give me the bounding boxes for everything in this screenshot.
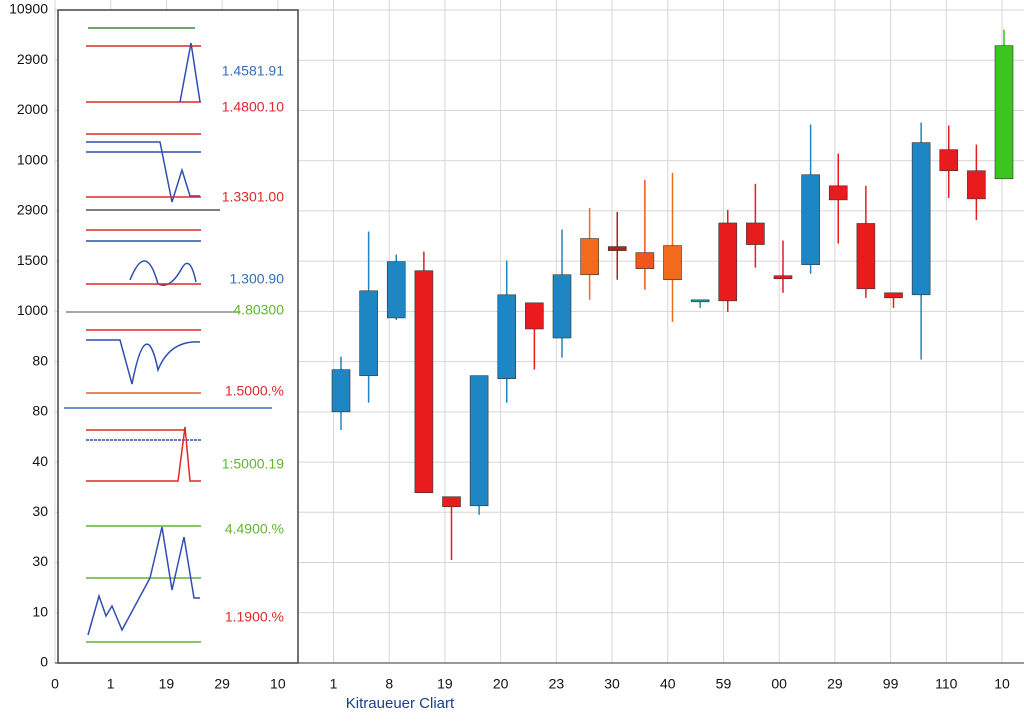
x-tick-label: 23 — [549, 676, 565, 692]
y-tick-label: 1500 — [17, 252, 48, 268]
panel-labels: 1.4581.91 1.4800.10 1.3301.00 1.300.90 4.803… — [222, 63, 285, 625]
candle-body — [386, 261, 406, 319]
x-tick-label: 8 — [385, 676, 393, 692]
x-tick-label: 99 — [883, 676, 899, 692]
panel-label: 1:5000.19 — [222, 456, 284, 472]
candle-body — [828, 185, 848, 201]
panel-label: 1.300.90 — [230, 271, 285, 287]
candle-body — [607, 246, 627, 251]
y-tick-label: 1000 — [17, 151, 48, 167]
x-tick-label: 10 — [270, 676, 286, 692]
panel-label: 1.1900.% — [225, 609, 284, 625]
candle-body — [746, 222, 765, 245]
y-tick-label: 1000 — [17, 302, 48, 318]
panel-label: 1.4800.10 — [222, 99, 284, 115]
candle-body — [580, 238, 599, 276]
x-tick-label: 30 — [604, 676, 620, 692]
y-tick-label: 0 — [40, 654, 48, 670]
candle-body — [801, 174, 820, 265]
candle-body — [552, 274, 572, 339]
panel-label: 4.4900.% — [225, 521, 284, 537]
y-tick-label: 80 — [32, 352, 48, 368]
x-tick-label: 110 — [935, 676, 958, 692]
candle-body — [994, 45, 1014, 180]
panel-label: 4.80300 — [233, 302, 284, 318]
x-tick-label: 00 — [771, 676, 787, 692]
candle-body — [967, 170, 986, 200]
y-tick-label: 30 — [32, 553, 48, 569]
candle-body — [939, 149, 959, 172]
candle-body — [773, 275, 793, 280]
candle-body — [718, 222, 738, 302]
candle-body — [331, 369, 351, 413]
candle-body — [414, 270, 434, 494]
panel-lines — [64, 27, 272, 643]
panel-label: 1.4581.91 — [222, 63, 284, 79]
y-tick-label: 2900 — [17, 51, 48, 67]
y-tick-label: 2900 — [17, 202, 48, 218]
panel-label: 1.5000.% — [225, 383, 284, 399]
panel-label: 1.3301.00 — [222, 189, 284, 205]
candle-body — [497, 294, 517, 379]
left-panel: 1.4581.91 1.4800.10 1.3301.00 1.300.90 4.803… — [57, 9, 299, 664]
x-tick-label: 0 — [51, 676, 59, 692]
x-tick-label: 10 — [994, 676, 1010, 692]
x-tick-label: 1 — [107, 676, 115, 692]
candle-body — [690, 299, 710, 303]
candle-body — [359, 290, 378, 376]
candle-body — [635, 252, 655, 269]
y-tick-label: 10 — [32, 603, 48, 619]
y-tick-label: 30 — [32, 503, 48, 519]
candle-body — [856, 223, 876, 290]
candle-body — [442, 496, 461, 508]
candle-body — [663, 245, 682, 281]
y-tick-label: 10900 — [9, 1, 48, 17]
x-tick-label: 19 — [437, 676, 453, 692]
x-tick-label: 1 — [330, 676, 338, 692]
candle-body — [469, 375, 489, 507]
panel-frame — [57, 9, 299, 664]
x-tick-label: 29 — [214, 676, 230, 692]
candle-body — [911, 142, 931, 296]
x-tick-label: 19 — [159, 676, 175, 692]
x-tick-label: 29 — [827, 676, 843, 692]
y-tick-label: 80 — [32, 403, 48, 419]
x-tick-label: 20 — [493, 676, 509, 692]
y-tick-label: 2000 — [17, 101, 48, 117]
y-tick-label: 40 — [32, 453, 48, 469]
candle-body — [525, 302, 544, 330]
candle-body — [884, 292, 903, 299]
candles — [331, 29, 1014, 561]
x-tick-label: 40 — [660, 676, 676, 692]
chart-title: Kitraueuer Cliart — [346, 695, 455, 712]
x-tick-label: 59 — [716, 676, 732, 692]
